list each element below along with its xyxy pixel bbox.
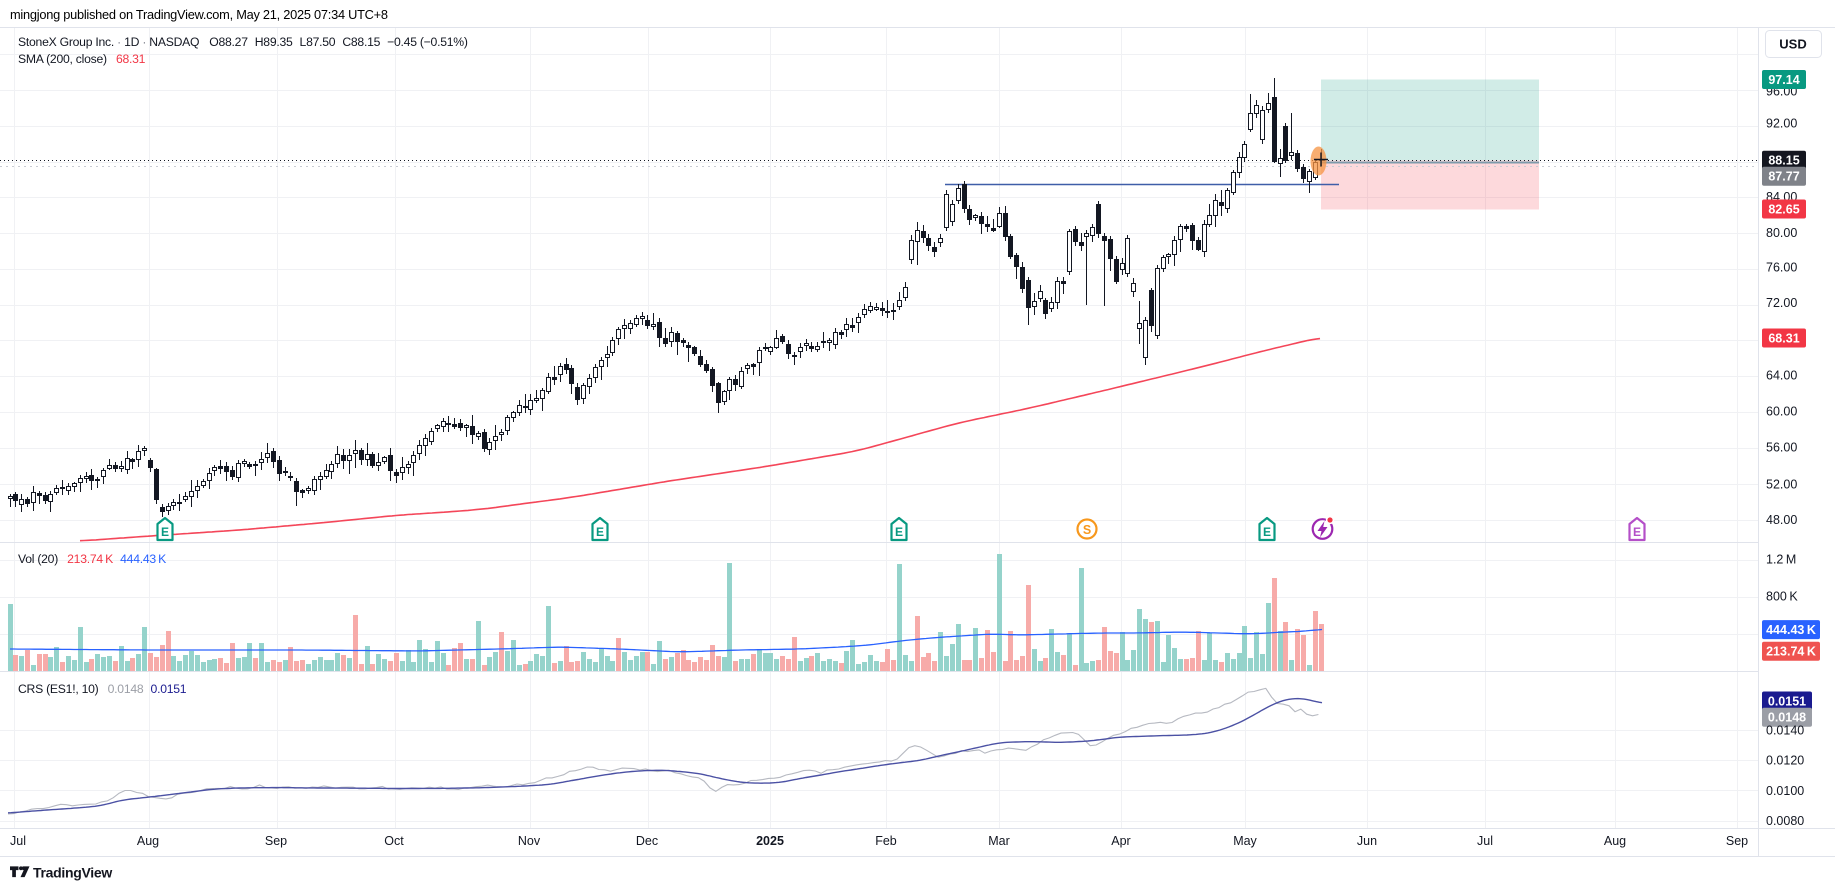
svg-text:444.43 K: 444.43 K	[1766, 623, 1816, 637]
svg-text:Apr: Apr	[1111, 834, 1130, 848]
svg-text:76.00: 76.00	[1766, 261, 1797, 275]
svg-text:E: E	[1633, 525, 1641, 539]
svg-text:0.0120: 0.0120	[1766, 754, 1804, 768]
svg-text:Feb: Feb	[875, 834, 897, 848]
svg-text:Aug: Aug	[1604, 834, 1626, 848]
svg-text:80.00: 80.00	[1766, 226, 1797, 240]
svg-text:May: May	[1233, 834, 1257, 848]
svg-text:0.0151: 0.0151	[1768, 694, 1806, 708]
svg-text:Oct: Oct	[384, 834, 404, 848]
svg-text:TradingView: TradingView	[33, 864, 112, 880]
svg-text:0.0140: 0.0140	[1766, 723, 1804, 737]
svg-text:Jul: Jul	[10, 834, 26, 848]
svg-text:SMA (200, close) 68.31: SMA (200, close) 68.31	[18, 52, 146, 66]
svg-text:Dec: Dec	[636, 834, 658, 848]
svg-text:0.0080: 0.0080	[1766, 814, 1804, 828]
svg-text:800 K: 800 K	[1766, 589, 1798, 603]
svg-text:E: E	[596, 525, 604, 539]
svg-text:0.0148: 0.0148	[1768, 711, 1806, 725]
svg-text:E: E	[895, 525, 903, 539]
svg-text:Jun: Jun	[1357, 834, 1377, 848]
svg-text:E: E	[161, 525, 169, 539]
svg-text:48.00: 48.00	[1766, 513, 1797, 527]
svg-text:97.14: 97.14	[1768, 73, 1799, 87]
svg-text:82.65: 82.65	[1768, 202, 1799, 216]
svg-text:60.00: 60.00	[1766, 404, 1797, 418]
svg-text:Nov: Nov	[518, 834, 541, 848]
svg-text:Jul: Jul	[1477, 834, 1493, 848]
svg-text:USD: USD	[1779, 37, 1806, 52]
svg-text:52.00: 52.00	[1766, 477, 1797, 491]
svg-text:2025: 2025	[756, 834, 784, 848]
svg-text:213.74 K: 213.74 K	[1766, 645, 1816, 659]
svg-text:56.00: 56.00	[1766, 440, 1797, 454]
svg-text:mingjong published on TradingV: mingjong published on TradingView.com, M…	[10, 7, 388, 22]
svg-text:68.31: 68.31	[1768, 331, 1799, 345]
svg-text:Vol (20) 213.74 K 444.43 K: Vol (20) 213.74 K 444.43 K	[18, 552, 166, 566]
svg-text:92.00: 92.00	[1766, 117, 1797, 131]
svg-text:Sep: Sep	[265, 834, 287, 848]
svg-text:Sep: Sep	[1726, 834, 1748, 848]
svg-text:87.77: 87.77	[1768, 170, 1799, 184]
svg-text:S: S	[1083, 523, 1091, 537]
svg-text:Mar: Mar	[988, 834, 1010, 848]
svg-text:E: E	[1263, 525, 1271, 539]
svg-text:StoneX Group Inc. · 1D · NASDA: StoneX Group Inc. · 1D · NASDAQ O88.27 H89…	[18, 35, 468, 49]
svg-text:72.00: 72.00	[1766, 296, 1797, 310]
svg-text:1.2 M: 1.2 M	[1766, 552, 1796, 566]
svg-text:64.00: 64.00	[1766, 368, 1797, 382]
svg-text:0.0100: 0.0100	[1766, 784, 1804, 798]
svg-text:88.15: 88.15	[1768, 154, 1799, 168]
svg-text:Aug: Aug	[137, 834, 159, 848]
